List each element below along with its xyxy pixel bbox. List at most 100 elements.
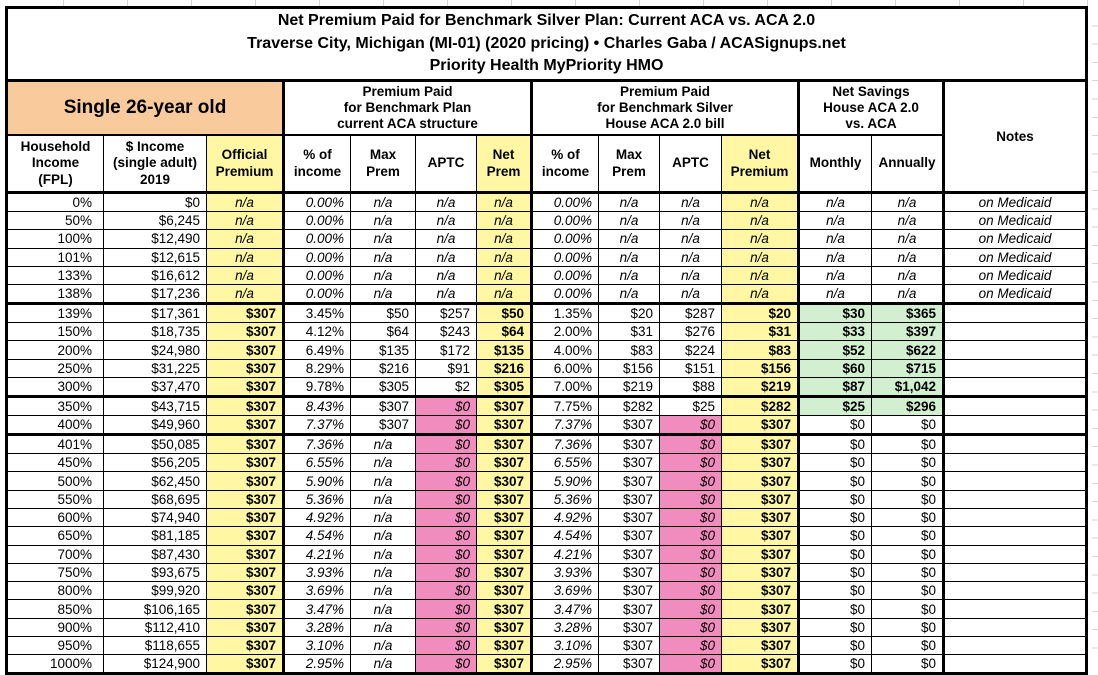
col-header-household-income-fpl[interactable]: Household Income (FPL) bbox=[6, 134, 104, 194]
cell-aca2-aptc[interactable]: n/a bbox=[659, 265, 722, 286]
cell-savings-monthly[interactable]: $0 bbox=[798, 507, 872, 528]
cell-aca-pct-of-income[interactable]: 0.00% bbox=[283, 247, 351, 267]
cell-aca-pct-of-income[interactable]: 3.28% bbox=[283, 617, 351, 638]
cell-note[interactable]: on Medicaid bbox=[943, 210, 1087, 231]
cell-official-premium[interactable]: n/a bbox=[206, 265, 285, 286]
cell-savings-annually[interactable]: $0 bbox=[871, 562, 945, 583]
cell-aca-pct-of-income[interactable]: 4.54% bbox=[283, 526, 351, 546]
cell-fpl[interactable]: 0% bbox=[6, 192, 104, 212]
cell-note[interactable] bbox=[943, 322, 1087, 342]
cell-aca2-max-prem[interactable]: $83 bbox=[598, 340, 660, 360]
cell-official-premium[interactable]: $307 bbox=[206, 599, 285, 619]
cell-aca2-net-premium[interactable]: $307 bbox=[721, 453, 800, 473]
cell-fpl[interactable]: 600% bbox=[6, 507, 104, 528]
col-header-aca2-pct-of-income[interactable]: % of income bbox=[531, 134, 599, 194]
cell-fpl[interactable]: 133% bbox=[6, 265, 104, 286]
cell-aca2-net-premium[interactable]: $307 bbox=[721, 526, 800, 546]
cell-savings-monthly[interactable]: $33 bbox=[798, 322, 872, 342]
cell-aca2-pct-of-income[interactable]: 5.36% bbox=[531, 489, 599, 509]
cell-aca-max-prem[interactable]: n/a bbox=[350, 229, 416, 249]
cell-fpl[interactable]: 850% bbox=[6, 599, 104, 619]
group-header-net-savings[interactable]: Net Savings House ACA 2.0 vs. ACA bbox=[798, 80, 945, 136]
cell-aca2-pct-of-income[interactable]: 3.69% bbox=[531, 581, 599, 601]
cell-aca-aptc[interactable]: $0 bbox=[415, 489, 477, 509]
cell-aca2-max-prem[interactable]: $307 bbox=[598, 636, 660, 656]
cell-savings-annually[interactable]: $0 bbox=[871, 507, 945, 528]
cell-aca2-aptc[interactable]: $0 bbox=[659, 489, 722, 509]
cell-income[interactable]: $37,470 bbox=[103, 377, 207, 399]
cell-aca2-max-prem[interactable]: $307 bbox=[598, 489, 660, 509]
cell-savings-monthly[interactable]: $25 bbox=[798, 396, 872, 417]
cell-aca-net-prem[interactable]: n/a bbox=[476, 210, 533, 231]
cell-aca2-aptc[interactable]: $25 bbox=[659, 396, 722, 417]
cell-aca2-aptc[interactable]: n/a bbox=[659, 284, 722, 306]
cell-aca-max-prem[interactable]: $307 bbox=[350, 396, 416, 417]
cell-aca2-max-prem[interactable]: $307 bbox=[598, 507, 660, 528]
cell-savings-monthly[interactable]: $0 bbox=[798, 562, 872, 583]
cell-aca-net-prem[interactable]: $307 bbox=[476, 415, 533, 437]
cell-aca2-net-premium[interactable]: $307 bbox=[721, 544, 800, 564]
cell-note[interactable] bbox=[943, 358, 1087, 379]
cell-official-premium[interactable]: n/a bbox=[206, 247, 285, 267]
cell-aca2-max-prem[interactable]: n/a bbox=[598, 192, 660, 212]
cell-aca2-net-premium[interactable]: $282 bbox=[721, 396, 800, 417]
cell-note[interactable] bbox=[943, 507, 1087, 528]
cell-aca2-pct-of-income[interactable]: 0.00% bbox=[531, 210, 599, 231]
cell-official-premium[interactable]: $307 bbox=[206, 377, 285, 399]
cell-aca-max-prem[interactable]: $135 bbox=[350, 340, 416, 360]
cell-aca2-max-prem[interactable]: $20 bbox=[598, 303, 660, 324]
cell-aca2-aptc[interactable]: $0 bbox=[659, 415, 722, 437]
cell-income[interactable]: $18,735 bbox=[103, 322, 207, 342]
cell-aca-aptc[interactable]: $0 bbox=[415, 636, 477, 656]
cell-aca-max-prem[interactable]: n/a bbox=[350, 247, 416, 267]
cell-savings-monthly[interactable]: $0 bbox=[798, 654, 872, 675]
cell-aca-net-prem[interactable]: $307 bbox=[476, 396, 533, 417]
cell-official-premium[interactable]: n/a bbox=[206, 229, 285, 249]
cell-aca2-pct-of-income[interactable]: 0.00% bbox=[531, 192, 599, 212]
cell-savings-annually[interactable]: $0 bbox=[871, 434, 945, 455]
cell-aca2-max-prem[interactable]: $307 bbox=[598, 617, 660, 638]
cell-income[interactable]: $24,980 bbox=[103, 340, 207, 360]
cell-savings-annually[interactable]: $1,042 bbox=[871, 377, 945, 399]
cell-aca-aptc[interactable]: $0 bbox=[415, 526, 477, 546]
cell-aca-aptc[interactable]: $257 bbox=[415, 303, 477, 324]
cell-official-premium[interactable]: $307 bbox=[206, 396, 285, 417]
cell-aca-net-prem[interactable]: n/a bbox=[476, 265, 533, 286]
cell-aca-pct-of-income[interactable]: 3.93% bbox=[283, 562, 351, 583]
cell-aca-aptc[interactable]: $0 bbox=[415, 415, 477, 437]
cell-aca2-pct-of-income[interactable]: 0.00% bbox=[531, 229, 599, 249]
group-header-current-aca[interactable]: Premium Paid for Benchmark Plan current … bbox=[283, 80, 533, 136]
cell-aca-net-prem[interactable]: $307 bbox=[476, 507, 533, 528]
cell-savings-monthly[interactable]: n/a bbox=[798, 284, 872, 306]
cell-aca-max-prem[interactable]: n/a bbox=[350, 617, 416, 638]
cell-fpl[interactable]: 100% bbox=[6, 229, 104, 249]
cell-aca2-aptc[interactable]: n/a bbox=[659, 229, 722, 249]
cell-note[interactable] bbox=[943, 599, 1087, 619]
cell-aca-aptc[interactable]: n/a bbox=[415, 247, 477, 267]
cell-aca2-aptc[interactable]: $0 bbox=[659, 581, 722, 601]
cell-savings-monthly[interactable]: $0 bbox=[798, 471, 872, 491]
cell-aca-pct-of-income[interactable]: 3.10% bbox=[283, 636, 351, 656]
cell-savings-annually[interactable]: $0 bbox=[871, 617, 945, 638]
cell-aca-net-prem[interactable]: $307 bbox=[476, 453, 533, 473]
cell-fpl[interactable]: 350% bbox=[6, 396, 104, 417]
cell-aca2-pct-of-income[interactable]: 7.75% bbox=[531, 396, 599, 417]
cell-aca-aptc[interactable]: $2 bbox=[415, 377, 477, 399]
cell-income[interactable]: $50,085 bbox=[103, 434, 207, 455]
cell-aca-max-prem[interactable]: n/a bbox=[350, 192, 416, 212]
cell-note[interactable] bbox=[943, 581, 1087, 601]
cell-aca-max-prem[interactable]: n/a bbox=[350, 265, 416, 286]
cell-savings-annually[interactable]: $0 bbox=[871, 489, 945, 509]
cell-savings-annually[interactable]: $0 bbox=[871, 544, 945, 564]
cell-aca2-net-premium[interactable]: n/a bbox=[721, 265, 800, 286]
cell-note[interactable] bbox=[943, 434, 1087, 455]
cell-savings-monthly[interactable]: n/a bbox=[798, 247, 872, 267]
cell-aca-net-prem[interactable]: n/a bbox=[476, 192, 533, 212]
cell-aca-aptc[interactable]: $0 bbox=[415, 453, 477, 473]
cell-aca2-max-prem[interactable]: n/a bbox=[598, 247, 660, 267]
cell-aca-net-prem[interactable]: $307 bbox=[476, 471, 533, 491]
col-header-official-premium[interactable]: Official Premium bbox=[206, 134, 285, 194]
cell-aca2-max-prem[interactable]: $307 bbox=[598, 453, 660, 473]
cell-aca2-aptc[interactable]: $0 bbox=[659, 636, 722, 656]
col-header-aca2-net-premium[interactable]: Net Premium bbox=[721, 134, 800, 194]
